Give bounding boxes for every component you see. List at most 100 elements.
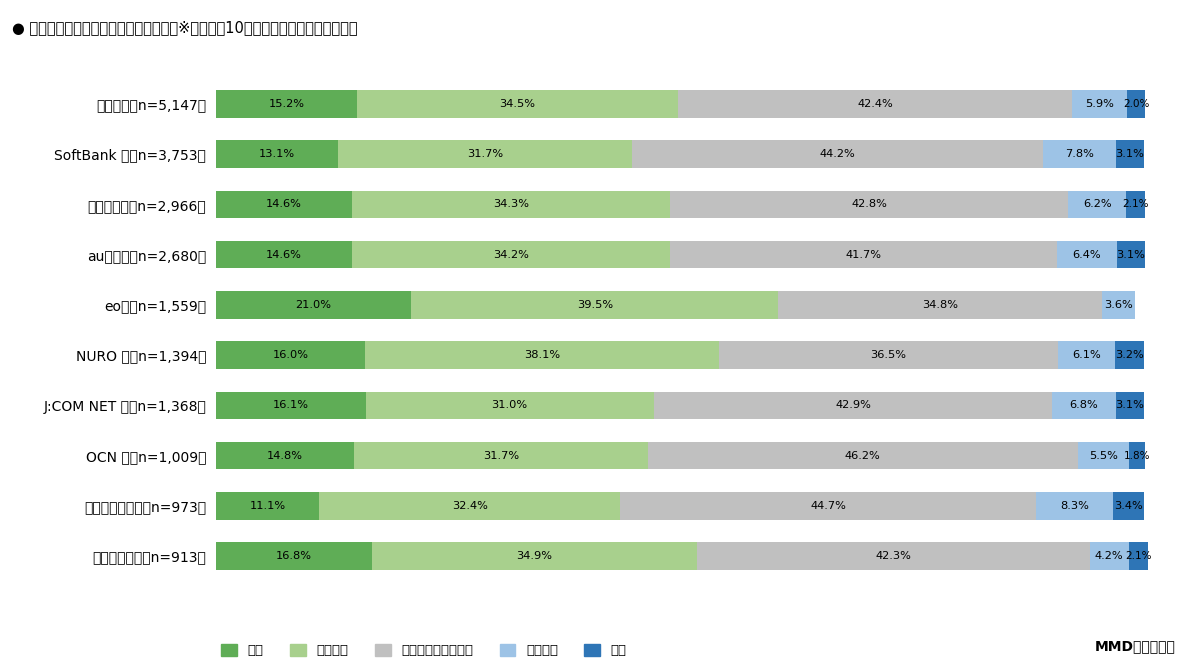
Text: 3.1%: 3.1% [1116, 149, 1145, 159]
Text: 36.5%: 36.5% [870, 350, 906, 360]
Bar [1052, 391, 1116, 419]
Text: 3.1%: 3.1% [1116, 401, 1145, 411]
Text: 34.5%: 34.5% [499, 99, 535, 109]
Bar [779, 291, 1102, 319]
Bar [696, 543, 1090, 570]
Bar [412, 291, 779, 319]
Bar [365, 341, 719, 369]
Text: 11.1%: 11.1% [250, 501, 286, 511]
Bar [358, 90, 678, 117]
Bar [1129, 442, 1146, 469]
Bar [632, 141, 1043, 168]
Text: 5.9%: 5.9% [1085, 99, 1114, 109]
Text: 2.1%: 2.1% [1126, 551, 1152, 561]
Text: 31.0%: 31.0% [492, 401, 528, 411]
Text: 14.6%: 14.6% [266, 249, 301, 259]
Bar [1129, 543, 1148, 570]
Text: 31.7%: 31.7% [467, 149, 503, 159]
Text: 14.8%: 14.8% [266, 451, 302, 461]
Bar [648, 442, 1078, 469]
Legend: 満足, やや満足, どちらとも言えない, やや不満, 不満: 満足, やや満足, どちらとも言えない, やや不満, 不満 [216, 639, 632, 660]
Text: 44.7%: 44.7% [810, 501, 846, 511]
Bar [1115, 341, 1145, 369]
Text: ● 光回線サービスの総合満足度（単数）※利用上位10サービスの光回線サービス別: ● 光回線サービスの総合満足度（単数）※利用上位10サービスの光回線サービス別 [12, 20, 358, 35]
Bar [1127, 90, 1146, 117]
Text: 8.3%: 8.3% [1060, 501, 1088, 511]
Bar [216, 141, 337, 168]
Bar [216, 291, 412, 319]
Text: 16.1%: 16.1% [272, 401, 308, 411]
Bar [337, 141, 632, 168]
Text: 44.2%: 44.2% [820, 149, 856, 159]
Bar [719, 341, 1058, 369]
Text: 42.8%: 42.8% [852, 199, 887, 209]
Bar [216, 191, 352, 218]
Text: 2.0%: 2.0% [1123, 99, 1150, 109]
Bar [678, 90, 1072, 117]
Bar [1116, 141, 1145, 168]
Bar [1072, 90, 1127, 117]
Text: 14.6%: 14.6% [266, 199, 301, 209]
Text: 6.8%: 6.8% [1069, 401, 1098, 411]
Bar [1057, 241, 1117, 269]
Text: 7.8%: 7.8% [1064, 149, 1094, 159]
Text: 3.1%: 3.1% [1116, 249, 1146, 259]
Bar [1078, 442, 1129, 469]
Bar [1036, 492, 1112, 519]
Bar [654, 391, 1052, 419]
Text: 6.4%: 6.4% [1073, 249, 1102, 259]
Text: 15.2%: 15.2% [269, 99, 305, 109]
Bar [1068, 191, 1126, 218]
Bar [216, 241, 352, 269]
Bar [1102, 291, 1135, 319]
Bar [352, 241, 670, 269]
Bar [1090, 543, 1129, 570]
Bar [620, 492, 1036, 519]
Text: 6.2%: 6.2% [1082, 199, 1111, 209]
Text: 34.3%: 34.3% [493, 199, 529, 209]
Text: MMD研究所調べ: MMD研究所調べ [1096, 640, 1176, 653]
Bar [216, 492, 319, 519]
Text: 34.2%: 34.2% [493, 249, 528, 259]
Bar [1117, 241, 1146, 269]
Text: 34.8%: 34.8% [922, 300, 958, 310]
Text: 3.2%: 3.2% [1115, 350, 1144, 360]
Text: 41.7%: 41.7% [845, 249, 881, 259]
Bar [319, 492, 620, 519]
Bar [1126, 191, 1146, 218]
Text: 16.8%: 16.8% [276, 551, 312, 561]
Text: 13.1%: 13.1% [259, 149, 295, 159]
Text: 3.6%: 3.6% [1104, 300, 1133, 310]
Text: 42.3%: 42.3% [875, 551, 911, 561]
Bar [216, 90, 358, 117]
Text: 32.4%: 32.4% [451, 501, 487, 511]
Bar [216, 442, 354, 469]
Bar [216, 543, 372, 570]
Text: 5.5%: 5.5% [1088, 451, 1117, 461]
Text: 2.1%: 2.1% [1122, 199, 1148, 209]
Text: 39.5%: 39.5% [577, 300, 613, 310]
Text: 4.2%: 4.2% [1094, 551, 1123, 561]
Bar [354, 442, 648, 469]
Bar [671, 191, 1068, 218]
Bar [1043, 141, 1116, 168]
Bar [670, 241, 1057, 269]
Text: 46.2%: 46.2% [845, 451, 881, 461]
Text: 6.1%: 6.1% [1072, 350, 1100, 360]
Bar [372, 543, 696, 570]
Text: 3.4%: 3.4% [1115, 501, 1144, 511]
Bar [216, 341, 365, 369]
Bar [352, 191, 671, 218]
Text: 16.0%: 16.0% [272, 350, 308, 360]
Text: 34.9%: 34.9% [516, 551, 552, 561]
Bar [1058, 341, 1115, 369]
Text: 21.0%: 21.0% [295, 300, 331, 310]
Text: 31.7%: 31.7% [482, 451, 518, 461]
Text: 42.4%: 42.4% [857, 99, 893, 109]
Bar [216, 391, 366, 419]
Bar [1112, 492, 1145, 519]
Bar [366, 391, 654, 419]
Text: 1.8%: 1.8% [1123, 451, 1151, 461]
Bar [1116, 391, 1145, 419]
Text: 42.9%: 42.9% [835, 401, 871, 411]
